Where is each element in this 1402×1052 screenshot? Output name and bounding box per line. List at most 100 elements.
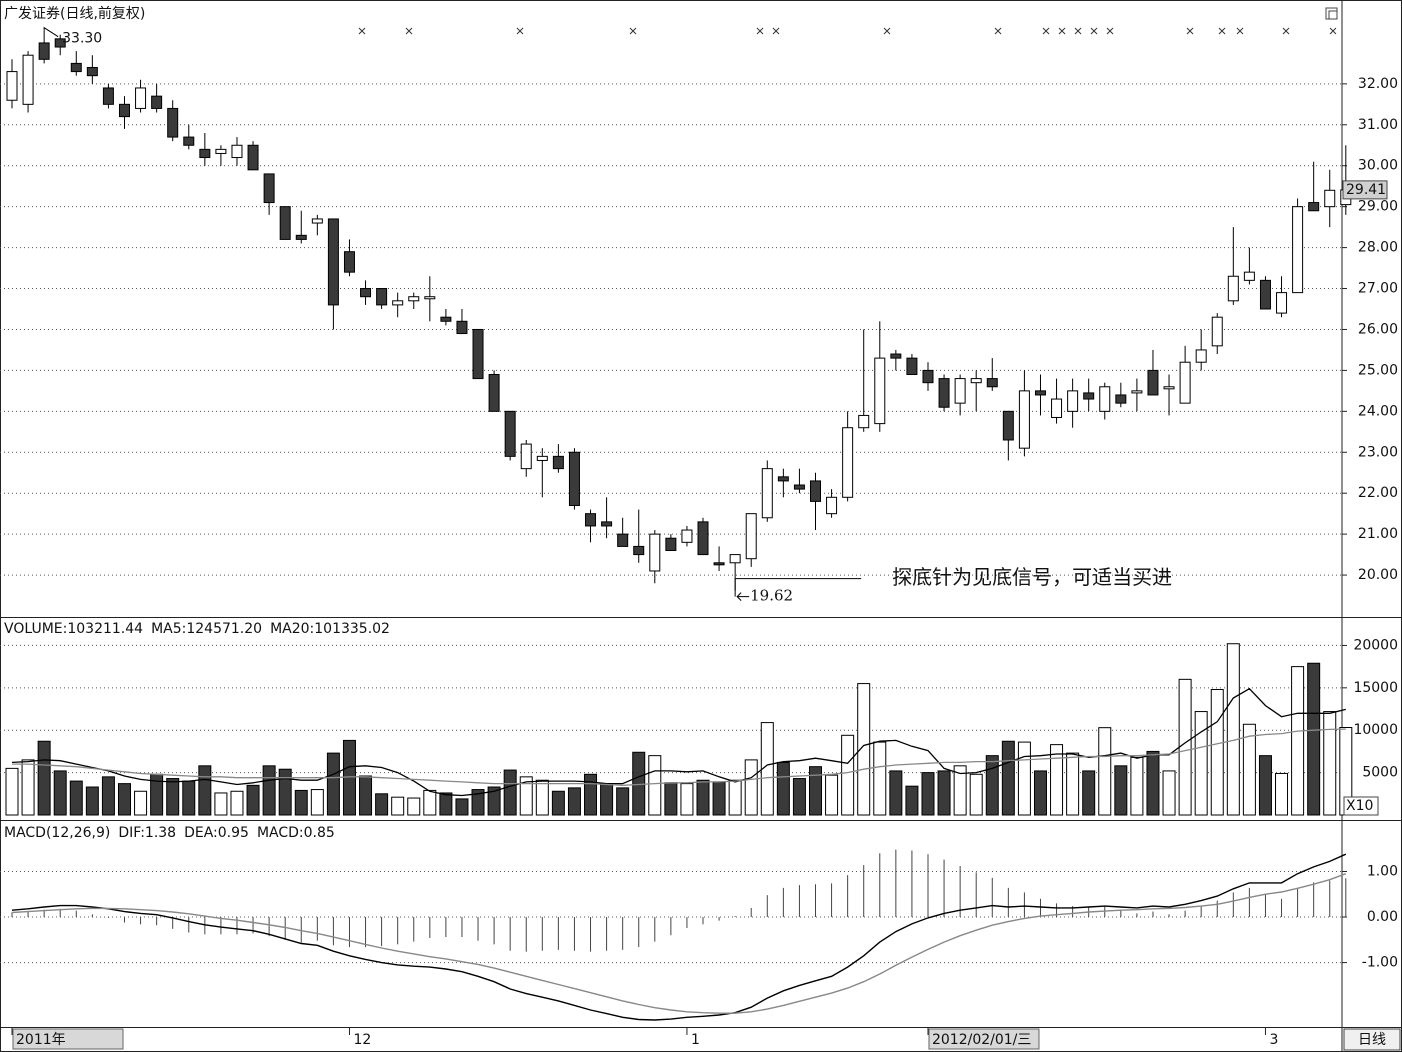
- volume-bar: [1130, 756, 1144, 816]
- volume-bar: [841, 734, 855, 816]
- volume-bar: [1098, 727, 1112, 816]
- candle-body: [617, 533, 629, 547]
- candle-body: [22, 54, 34, 105]
- candle-body: [1083, 392, 1095, 400]
- volume-bar: [551, 790, 565, 816]
- candle-body: [424, 296, 436, 300]
- volume-bar: [69, 780, 83, 816]
- candle-body: [327, 218, 339, 306]
- volume-bar: [37, 740, 51, 816]
- candle-body: [440, 316, 452, 322]
- candle-body: [633, 545, 645, 556]
- period-button-label[interactable]: 日线: [1358, 1032, 1386, 1048]
- y-tick-label: 20000: [1353, 637, 1398, 653]
- candle-body: [810, 480, 821, 502]
- candle-body: [954, 378, 966, 404]
- macd-line: [11, 853, 1347, 1021]
- y-tick-label: 1.00: [1367, 863, 1398, 879]
- y-tick-label: 32.00: [1358, 76, 1398, 92]
- volume-bar: [1017, 741, 1031, 816]
- y-tick-label: 29.00: [1358, 199, 1398, 215]
- volume-bar: [937, 770, 951, 816]
- volume-bar: [953, 765, 967, 816]
- volume-bar: [278, 768, 292, 816]
- x-tick-label: 3: [1269, 1032, 1278, 1048]
- candle-body: [1115, 394, 1127, 404]
- candle-body: [922, 369, 934, 384]
- candle-body: [1324, 189, 1336, 208]
- info-marker: [1058, 27, 1066, 35]
- volume-bar: [905, 785, 919, 816]
- volume-bar: [728, 779, 742, 816]
- candle-body: [199, 148, 211, 159]
- candle-body: [681, 529, 693, 543]
- x-tick-label: 12: [353, 1032, 371, 1048]
- info-marker: [1042, 27, 1050, 35]
- volume-bar: [825, 774, 839, 816]
- candle-body: [761, 468, 773, 519]
- info-marker: [883, 27, 891, 35]
- y-tick-label: 24.00: [1358, 403, 1398, 419]
- info-marker: [1090, 27, 1098, 35]
- candle-body: [1163, 386, 1175, 390]
- candle-body: [102, 87, 114, 105]
- period-button[interactable]: [1343, 1028, 1401, 1051]
- y-tick-label: 31.00: [1358, 117, 1398, 133]
- volume-bar: [246, 784, 260, 816]
- candle-body: [1131, 390, 1143, 394]
- volume-bar: [53, 770, 67, 816]
- candle-body: [6, 71, 18, 101]
- y-tick-label: -1.00: [1362, 955, 1398, 971]
- info-marker: [994, 27, 1002, 35]
- volume-bar: [889, 770, 903, 816]
- volume-bar: [857, 683, 871, 816]
- candle-body: [151, 95, 163, 109]
- candle-body: [906, 357, 918, 375]
- x-tick-label: 2011年: [16, 1032, 66, 1048]
- volume-bar: [1146, 750, 1160, 816]
- y-tick-label: 5000: [1362, 765, 1398, 781]
- candle-body: [263, 173, 275, 204]
- volume-bar: [455, 798, 469, 816]
- volume-bar: [760, 722, 774, 816]
- candle-body: [1018, 390, 1030, 449]
- info-marker: [772, 27, 780, 35]
- last-price-box: [1342, 180, 1388, 200]
- volume-bar: [664, 782, 678, 816]
- candle-body: [938, 378, 950, 408]
- candle-body: [408, 296, 420, 302]
- volume-bar: [1323, 711, 1337, 816]
- candle-body: [86, 66, 98, 77]
- candle-body: [135, 87, 147, 109]
- volume-bar: [809, 766, 822, 816]
- info-marker: [1236, 27, 1244, 35]
- info-marker: [358, 27, 366, 35]
- candle-body: [585, 513, 597, 527]
- volume-bar: [616, 787, 630, 816]
- candle-body: [360, 288, 372, 298]
- info-marker: [516, 27, 524, 35]
- volume-bar: [326, 752, 340, 816]
- volume-bar: [969, 773, 983, 816]
- candle-body: [1308, 202, 1320, 212]
- volume-bar: [1194, 711, 1208, 816]
- volume-bar: [648, 755, 662, 816]
- candle-body: [247, 144, 259, 171]
- candle-body: [54, 38, 66, 48]
- candle-body: [215, 148, 227, 154]
- volume-bar: [198, 765, 212, 816]
- info-marker: [756, 27, 764, 35]
- candle-body: [279, 206, 291, 240]
- info-marker: [1282, 27, 1290, 35]
- candle-body: [488, 373, 500, 412]
- candle-body: [649, 533, 661, 572]
- high-marker-label: 33.30: [62, 31, 102, 47]
- info-marker: [405, 27, 413, 35]
- volume-bar: [423, 789, 437, 816]
- candle-body: [665, 537, 677, 552]
- y-tick-label: 25.00: [1358, 362, 1398, 378]
- candle-body: [472, 328, 484, 380]
- volume-bar: [1178, 678, 1192, 816]
- volume-bar: [600, 783, 614, 816]
